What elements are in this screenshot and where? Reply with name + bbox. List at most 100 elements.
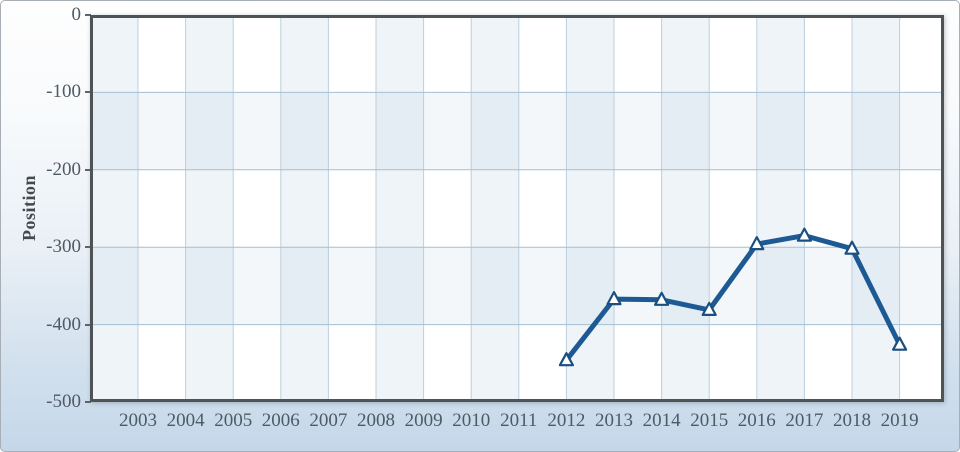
y-tick-mark bbox=[85, 323, 91, 326]
data-point-marker bbox=[891, 336, 908, 351]
grid-cell bbox=[90, 247, 138, 325]
x-tick-label: 2008 bbox=[357, 410, 395, 431]
data-point-marker bbox=[558, 352, 574, 367]
grid-cell bbox=[138, 15, 186, 93]
grid-cell bbox=[376, 247, 424, 325]
grid-cell bbox=[804, 15, 852, 93]
grid-cell bbox=[423, 92, 472, 170]
grid-cell bbox=[280, 247, 329, 325]
y-tick-mark bbox=[85, 401, 91, 403]
grid-cell bbox=[233, 324, 281, 402]
data-point-marker bbox=[749, 236, 765, 251]
grid-cell bbox=[233, 92, 281, 170]
grid-cell bbox=[804, 92, 852, 170]
data-point-marker bbox=[701, 301, 717, 316]
plot-area bbox=[90, 15, 944, 402]
grid-cell bbox=[376, 92, 424, 170]
y-tick-label: -400 bbox=[46, 313, 81, 335]
grid-cell bbox=[709, 92, 757, 170]
grid-cell bbox=[899, 324, 944, 402]
x-tick-label: 2007 bbox=[309, 410, 348, 431]
x-tick-label: 2009 bbox=[404, 410, 443, 431]
grid-cell bbox=[661, 247, 710, 325]
grid-cell bbox=[185, 92, 234, 170]
y-tick-mark bbox=[85, 168, 91, 171]
grid-cell bbox=[852, 169, 900, 248]
grid-cell bbox=[899, 247, 944, 325]
grid-cell bbox=[756, 169, 805, 248]
grid-cell bbox=[756, 324, 805, 402]
grid-cell bbox=[233, 247, 281, 325]
grid-cell bbox=[138, 92, 186, 170]
grid-cell bbox=[185, 15, 234, 93]
grid-cell bbox=[185, 247, 234, 325]
x-tick-label: 2014 bbox=[642, 410, 681, 431]
grid-cell bbox=[709, 247, 757, 325]
x-tick-label: 2004 bbox=[166, 410, 205, 431]
grid-cell bbox=[566, 324, 614, 402]
grid-cell bbox=[518, 169, 567, 248]
plot-border bbox=[90, 15, 944, 402]
grid-cell bbox=[423, 324, 472, 402]
grid-cell bbox=[852, 15, 900, 93]
grid-cell bbox=[423, 15, 472, 93]
grid-cell bbox=[899, 15, 944, 93]
grid-cell bbox=[90, 169, 138, 248]
series-line bbox=[563, 233, 903, 363]
grid-cell bbox=[423, 247, 472, 325]
grid-cell bbox=[518, 247, 567, 325]
grid-cell bbox=[280, 15, 329, 93]
x-tick-label: 2003 bbox=[119, 410, 157, 431]
y-tick-label: 0 bbox=[71, 4, 82, 25]
x-tick-label: 2016 bbox=[737, 410, 776, 431]
grid-cell bbox=[376, 15, 424, 93]
grid-cell bbox=[423, 169, 472, 248]
y-tick-mark bbox=[85, 246, 91, 249]
grid-cell bbox=[138, 169, 186, 248]
grid-cell bbox=[614, 92, 662, 170]
grid-cell bbox=[328, 169, 376, 248]
grid-cell bbox=[328, 247, 376, 325]
grid-cell bbox=[899, 169, 944, 248]
grid-cell bbox=[471, 15, 519, 93]
data-point-marker bbox=[653, 291, 670, 306]
grid-cell bbox=[661, 169, 710, 248]
grid-cell bbox=[804, 169, 852, 248]
grid-cell bbox=[566, 92, 614, 170]
x-tick-label: 2017 bbox=[785, 410, 824, 431]
grid-cell bbox=[471, 324, 519, 402]
grid-cell bbox=[233, 15, 281, 93]
x-tick-label: 2005 bbox=[214, 410, 253, 431]
grid-cell bbox=[756, 15, 805, 93]
grid-cell bbox=[90, 15, 138, 93]
grid-cell bbox=[471, 92, 519, 170]
grid-cell bbox=[328, 15, 376, 93]
x-tick-label: 2013 bbox=[595, 410, 633, 431]
y-tick-label: -300 bbox=[46, 236, 81, 258]
grid-cell bbox=[661, 92, 710, 170]
grid-cell bbox=[328, 324, 376, 402]
grid-cell bbox=[518, 15, 567, 93]
x-tick-label: 2019 bbox=[880, 410, 919, 431]
grid-cell bbox=[614, 324, 662, 402]
grid-cell bbox=[518, 92, 567, 170]
grid-cell bbox=[518, 324, 567, 402]
grid-cell bbox=[138, 324, 186, 402]
grid-cell bbox=[614, 247, 662, 325]
grid-cell bbox=[328, 92, 376, 170]
x-tick-label: 2012 bbox=[547, 410, 586, 431]
grid-cell bbox=[280, 169, 329, 248]
grid-cell bbox=[709, 169, 757, 248]
y-tick-mark bbox=[85, 14, 91, 16]
grid-cell bbox=[233, 169, 281, 248]
grid-cell bbox=[709, 15, 757, 93]
grid-cell bbox=[280, 324, 329, 402]
grid-cell bbox=[376, 324, 424, 402]
grid-cell bbox=[661, 15, 710, 93]
grid-cell bbox=[138, 247, 186, 325]
grid-cell bbox=[280, 92, 329, 170]
grid-cell bbox=[376, 169, 424, 248]
grid-cell bbox=[899, 92, 944, 170]
grid-cell bbox=[804, 247, 852, 325]
